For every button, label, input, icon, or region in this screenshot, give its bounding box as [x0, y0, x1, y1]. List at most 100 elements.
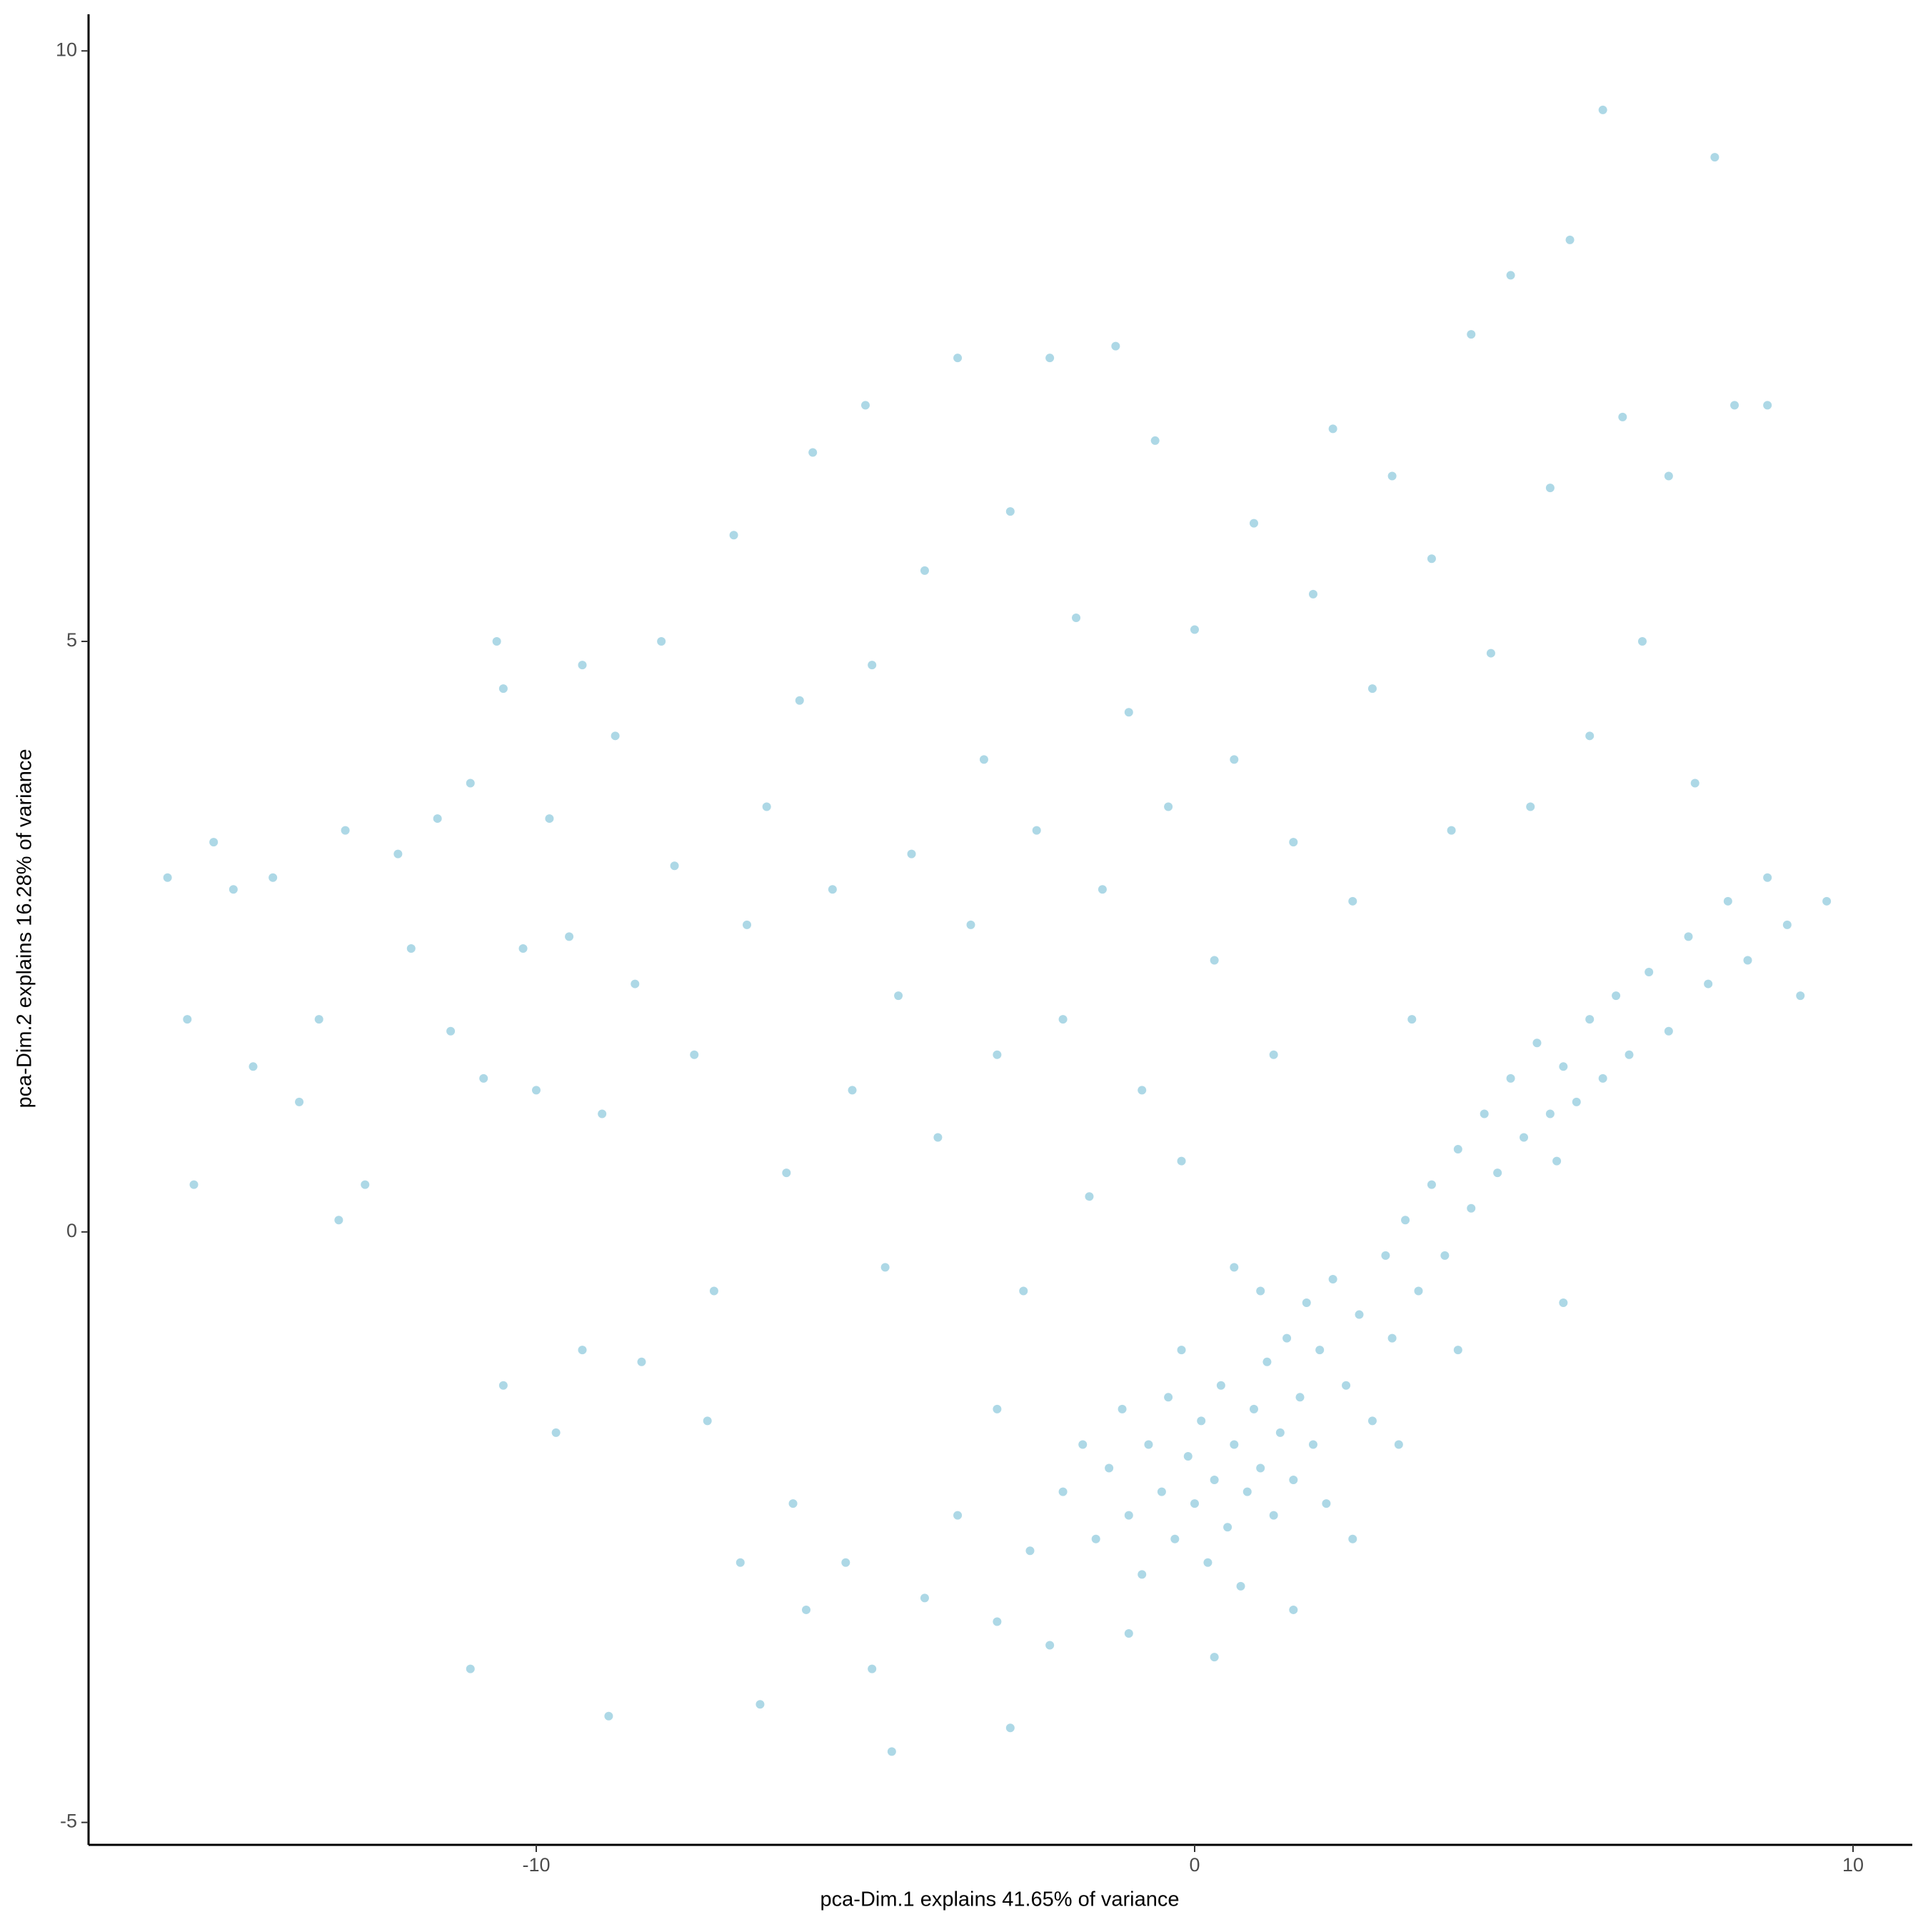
point — [295, 1097, 304, 1106]
point — [361, 1180, 370, 1189]
point — [1124, 1511, 1133, 1520]
point — [1822, 896, 1832, 906]
y-axis-title: pca-Dim.2 explains 16.28% of variance — [14, 749, 36, 1108]
point — [1367, 684, 1377, 694]
point — [1322, 1499, 1331, 1508]
x-tick-label: 10 — [1842, 1854, 1864, 1876]
point — [1414, 1286, 1423, 1296]
point — [993, 1404, 1002, 1413]
point — [1177, 1346, 1186, 1355]
point — [709, 1286, 718, 1296]
point — [920, 566, 929, 575]
point — [1506, 1073, 1515, 1083]
point — [604, 1711, 613, 1721]
point — [1743, 956, 1752, 965]
point — [1486, 649, 1495, 658]
point — [1005, 507, 1015, 516]
point — [920, 1593, 929, 1603]
point — [1249, 519, 1258, 528]
point — [1124, 708, 1133, 717]
point — [1111, 341, 1120, 351]
point — [1045, 354, 1055, 363]
point — [1387, 1333, 1397, 1343]
point — [1019, 1286, 1028, 1296]
point — [860, 401, 870, 410]
point — [1308, 589, 1317, 599]
point — [1598, 1073, 1607, 1083]
point — [1394, 1440, 1403, 1449]
point — [1308, 1440, 1317, 1449]
point — [966, 920, 975, 929]
point — [1269, 1511, 1278, 1520]
point — [1447, 826, 1456, 835]
point — [1058, 1487, 1068, 1496]
point — [183, 1015, 192, 1024]
point — [1170, 1534, 1180, 1543]
point — [1796, 991, 1805, 1001]
point — [690, 1050, 699, 1059]
point — [1520, 1133, 1529, 1142]
point — [466, 779, 475, 788]
point — [1124, 1629, 1133, 1638]
point — [1203, 1558, 1212, 1567]
y-tick-label: 10 — [56, 39, 77, 60]
point — [492, 637, 501, 646]
point — [1552, 1156, 1562, 1166]
point — [1730, 401, 1739, 410]
point — [1532, 1038, 1542, 1048]
point — [979, 755, 988, 764]
point — [795, 696, 804, 705]
point — [518, 944, 528, 953]
point — [1138, 1570, 1147, 1579]
point — [1763, 401, 1772, 410]
point — [1190, 1499, 1199, 1508]
point — [1262, 1357, 1272, 1366]
point — [1295, 1393, 1305, 1402]
point — [479, 1073, 488, 1083]
point — [1453, 1145, 1462, 1154]
point — [248, 1062, 258, 1071]
point — [1315, 1346, 1325, 1355]
point — [1612, 991, 1621, 1001]
point — [393, 849, 403, 859]
point — [1585, 731, 1595, 741]
point — [1275, 1428, 1285, 1437]
point — [1183, 1451, 1193, 1461]
point — [868, 1664, 877, 1673]
point — [993, 1617, 1002, 1626]
point — [993, 1050, 1002, 1059]
point — [1782, 920, 1792, 929]
point — [341, 826, 350, 835]
point — [1085, 1192, 1094, 1201]
point — [1545, 484, 1555, 493]
point — [1598, 105, 1607, 114]
point — [1467, 330, 1476, 339]
point — [1407, 1015, 1417, 1024]
point — [1387, 471, 1397, 481]
point — [611, 731, 620, 741]
point — [1328, 1274, 1337, 1283]
point — [1559, 1298, 1568, 1308]
point — [887, 1747, 896, 1756]
point — [1328, 424, 1337, 434]
point — [1684, 932, 1693, 941]
point — [637, 1357, 646, 1366]
point — [578, 661, 587, 670]
point — [782, 1168, 791, 1178]
point — [1138, 1086, 1147, 1095]
point — [1625, 1050, 1634, 1059]
point — [1763, 873, 1772, 882]
point — [1401, 1216, 1410, 1225]
point — [1723, 896, 1732, 906]
point — [808, 448, 818, 457]
point — [314, 1015, 323, 1024]
point — [1058, 1015, 1068, 1024]
point — [729, 531, 738, 540]
point — [1236, 1581, 1245, 1591]
point — [1098, 885, 1107, 894]
point — [1355, 1310, 1364, 1319]
point — [657, 637, 666, 646]
point — [1249, 1404, 1258, 1413]
point — [743, 920, 752, 929]
point — [1367, 1416, 1377, 1426]
